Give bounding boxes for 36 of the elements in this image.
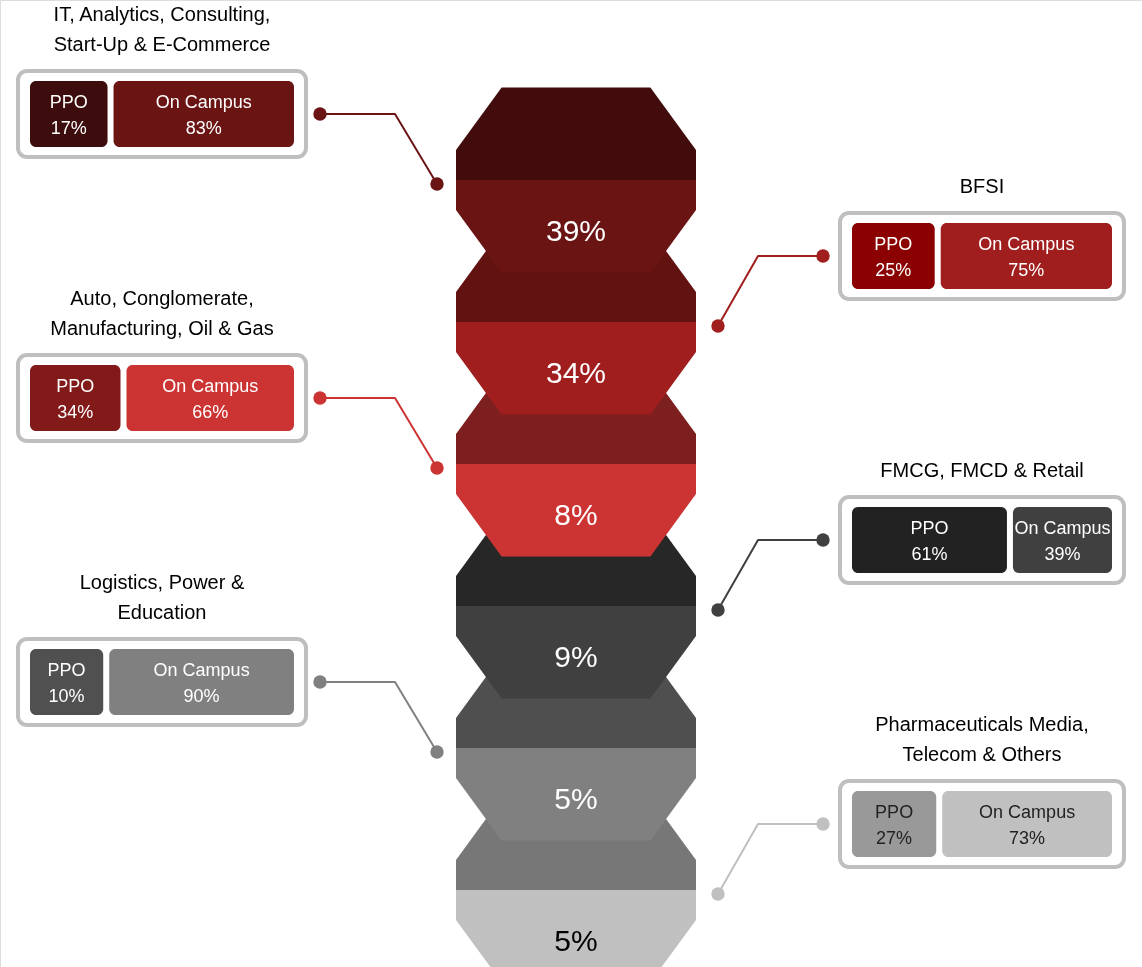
- category-label: IT, Analytics, Consulting, Start-Up & E-Commerce: [53, 3, 271, 55]
- text: On Campus: [155, 92, 252, 112]
- text: PPO: [875, 802, 914, 822]
- category-label: Logistics, Power & Education: [79, 571, 245, 623]
- text: PPO: [56, 376, 95, 396]
- text: 5%: [554, 924, 598, 957]
- category-label: BFSI: [959, 175, 1005, 197]
- data-label: 90%: [183, 686, 220, 706]
- data-label: 66%: [192, 402, 229, 422]
- series-label: PPO: [49, 92, 88, 112]
- data-label: 61%: [911, 544, 948, 564]
- text: On Campus: [153, 660, 250, 680]
- text: 8%: [554, 498, 598, 531]
- data-label: 10%: [48, 686, 85, 706]
- category-label: Auto, Conglomerate, Manufacturing, Oil & Gas: [50, 287, 274, 339]
- data-label: 73%: [1009, 828, 1046, 848]
- series-label: On Campus: [1014, 518, 1111, 538]
- text: On Campus: [979, 802, 1076, 822]
- data-label: 27%: [876, 828, 913, 848]
- text: PPO: [47, 660, 86, 680]
- data-label: 75%: [1008, 260, 1045, 280]
- text: PPO: [910, 518, 949, 538]
- category-label: FMCG, FMCD & Retail: [880, 459, 1084, 481]
- text: 39%: [545, 214, 607, 247]
- text: PPO: [874, 234, 913, 254]
- text: On Campus: [978, 234, 1075, 254]
- text: On Campus: [162, 376, 259, 396]
- data-label: 34%: [57, 402, 94, 422]
- category-label: Pharmaceuticals Media, Telecom & Others: [875, 713, 1089, 765]
- data-label: 83%: [185, 118, 222, 138]
- text: 9%: [554, 640, 598, 673]
- text: 5%: [554, 782, 598, 815]
- data-label: 39%: [1044, 544, 1081, 564]
- data-label: 25%: [875, 260, 912, 280]
- data-label: 17%: [50, 118, 87, 138]
- text: 34%: [545, 356, 607, 389]
